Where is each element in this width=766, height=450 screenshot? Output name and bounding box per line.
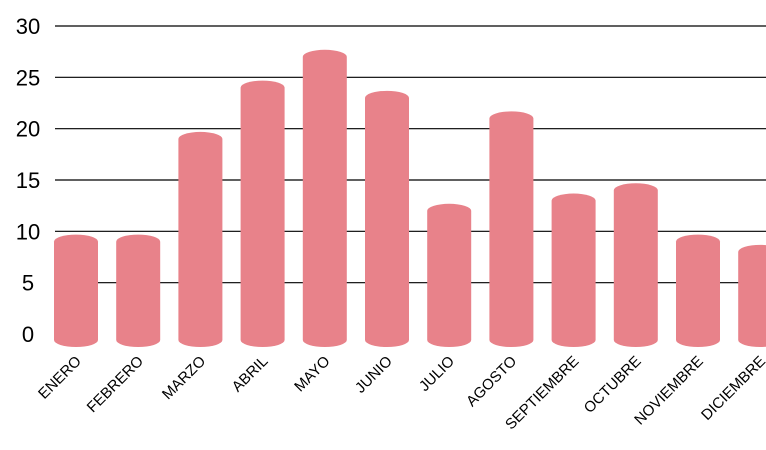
bar-noviembre: [676, 234, 720, 347]
x-tick-label: ABRIL: [229, 353, 272, 396]
y-tick-label: 25: [16, 65, 40, 90]
y-tick-label: 0: [22, 322, 34, 347]
bar-abril: [240, 80, 285, 347]
bar-agosto: [489, 111, 534, 347]
bar-julio: [427, 203, 472, 347]
x-tick-label: JULIO: [416, 353, 458, 395]
y-tick-label: 20: [16, 117, 40, 142]
bar-enero: [54, 234, 98, 347]
x-tick-label: OCTUBRE: [581, 353, 645, 417]
gridlines: [55, 25, 766, 284]
y-tick-label: 30: [16, 14, 40, 39]
bar-octubre: [613, 183, 658, 347]
bar-febrero: [116, 234, 161, 347]
bar-septiembre: [551, 193, 596, 347]
bar-junio: [365, 90, 409, 347]
bar-diciembre: [738, 244, 766, 347]
bars: [54, 49, 766, 348]
x-tick-label: MAYO: [291, 353, 333, 395]
y-tick-label: 5: [22, 271, 34, 296]
x-tick-label: ENERO: [35, 353, 85, 403]
x-tick-label: AGOSTO: [463, 353, 520, 410]
x-tick-label: FEBRERO: [84, 353, 147, 416]
x-tick-label: DICIEMBRE: [698, 353, 766, 424]
y-tick-label: 15: [16, 168, 40, 193]
x-tick-label: JUNIO: [352, 353, 396, 397]
x-tick-label: MARZO: [159, 353, 209, 403]
bar-mayo: [302, 49, 347, 348]
y-tick-label: 10: [16, 219, 40, 244]
y-axis: 0 5 10 15 20 25 30: [16, 14, 40, 347]
bar-marzo: [178, 131, 223, 347]
